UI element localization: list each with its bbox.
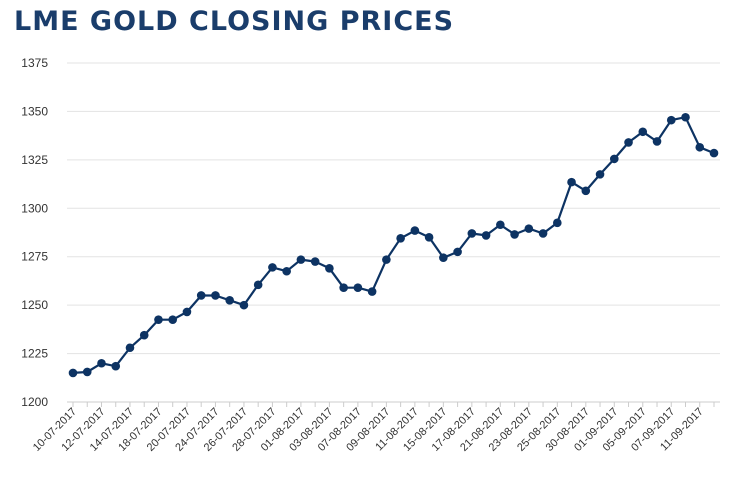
data-point xyxy=(97,358,106,368)
data-point xyxy=(467,229,477,238)
data-point xyxy=(453,247,462,257)
data-point xyxy=(182,307,192,317)
data-point xyxy=(196,291,206,300)
y-tick-label: 1325 xyxy=(21,153,48,167)
data-point xyxy=(695,142,705,152)
data-point xyxy=(681,112,690,122)
data-point xyxy=(638,127,648,137)
data-point xyxy=(581,186,591,196)
data-point xyxy=(538,229,548,238)
data-point xyxy=(709,148,719,158)
y-tick-label: 1200 xyxy=(21,395,48,409)
data-point xyxy=(168,315,178,324)
data-point xyxy=(496,220,505,230)
y-tick-label: 1225 xyxy=(21,347,48,361)
data-point xyxy=(553,218,562,228)
data-point xyxy=(154,315,163,324)
data-point xyxy=(609,154,619,164)
data-point xyxy=(125,343,135,353)
data-point xyxy=(652,137,662,146)
y-axis-tick-labels: 1200 1225 1250 1275 1300 1325 1350 1375 xyxy=(21,56,48,409)
data-point xyxy=(211,291,220,300)
data-point xyxy=(510,230,519,239)
y-tick-label: 1250 xyxy=(21,298,48,312)
data-point xyxy=(524,224,534,233)
y-tick-label: 1375 xyxy=(21,56,48,70)
data-point xyxy=(481,231,491,240)
data-point xyxy=(282,266,291,276)
data-point xyxy=(410,226,420,235)
y-tick-label: 1350 xyxy=(21,104,48,118)
data-point xyxy=(296,255,306,264)
data-point xyxy=(139,330,149,340)
data-point xyxy=(367,287,377,296)
data-point xyxy=(68,368,78,378)
data-point xyxy=(239,300,249,310)
data-point xyxy=(567,177,576,187)
data-point xyxy=(439,253,448,262)
data-point xyxy=(424,233,434,242)
chart-title: LME GOLD CLOSING PRICES xyxy=(14,6,455,37)
data-point xyxy=(111,361,121,371)
data-point xyxy=(339,283,348,293)
data-point xyxy=(310,257,320,266)
data-point xyxy=(253,280,263,290)
data-point xyxy=(353,283,363,293)
series-gold-price xyxy=(68,112,719,378)
data-point xyxy=(396,234,405,243)
data-point xyxy=(382,255,391,264)
data-point xyxy=(666,115,676,125)
y-tick-label: 1275 xyxy=(21,250,48,264)
data-point xyxy=(268,263,277,272)
data-point xyxy=(595,170,605,179)
data-point xyxy=(225,296,234,305)
x-axis-tick-labels: 10-07-201712-07-201714-07-201718-07-2017… xyxy=(31,406,706,454)
gridlines xyxy=(67,62,720,407)
data-point xyxy=(624,138,633,147)
series-line xyxy=(72,116,715,374)
y-tick-label: 1300 xyxy=(21,201,48,215)
data-point xyxy=(82,367,92,377)
data-point xyxy=(325,264,334,273)
